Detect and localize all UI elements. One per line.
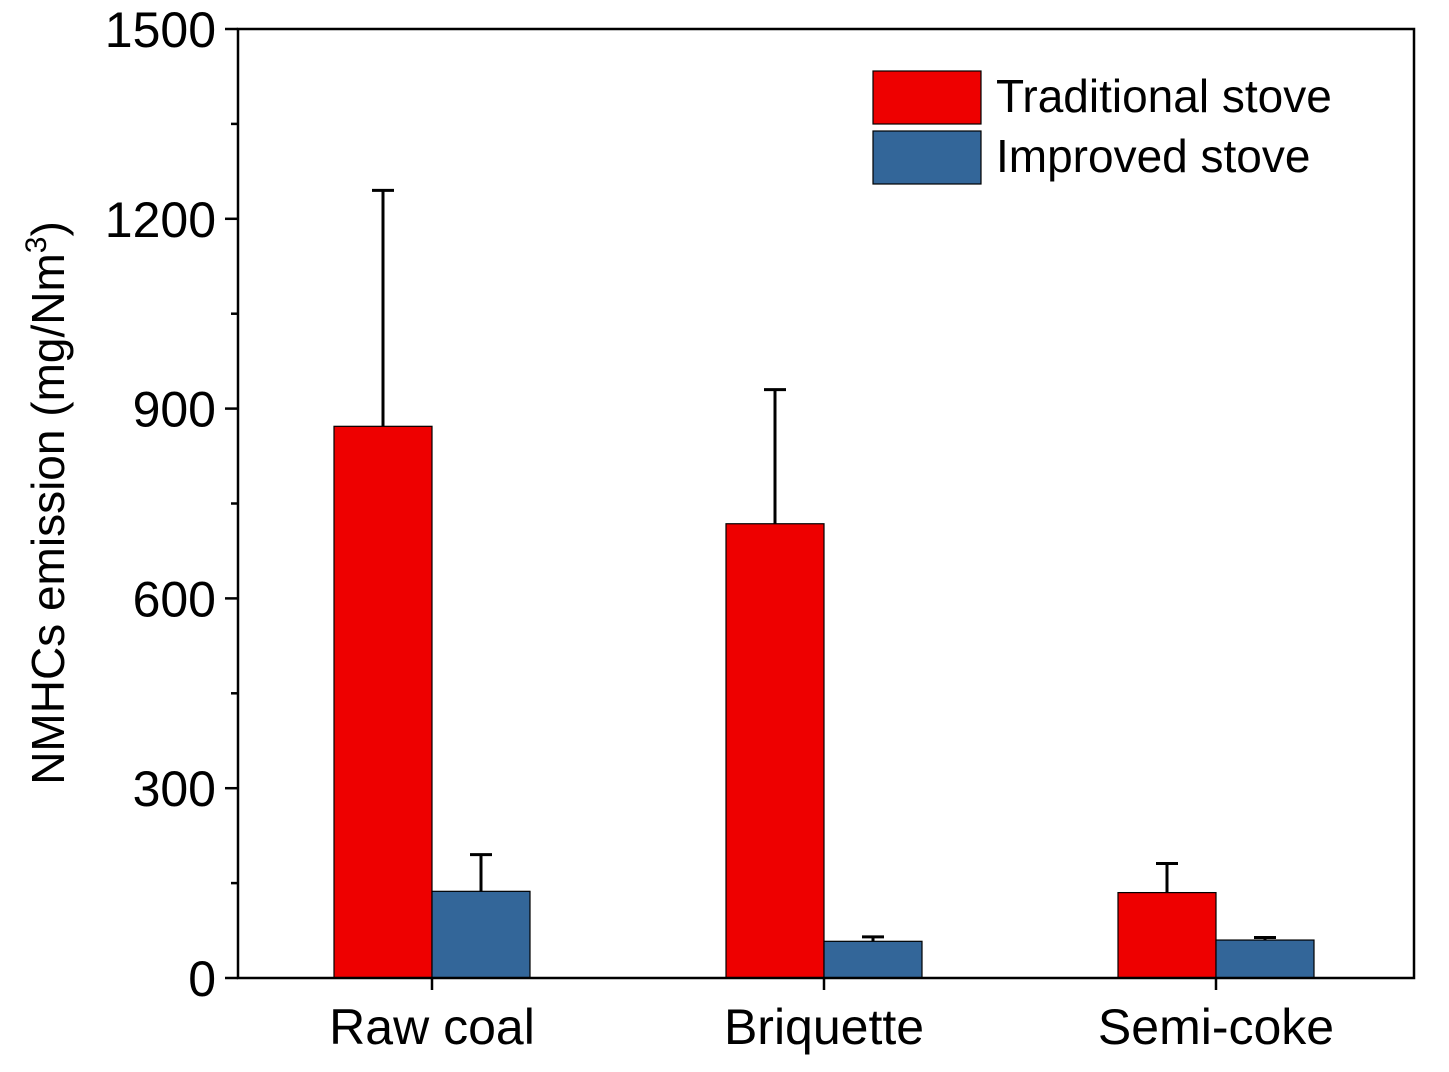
legend-swatch-improved-stove (872, 130, 982, 185)
y-tick-label: 1500 (105, 2, 216, 58)
bar-improved-stove-briquette (823, 940, 923, 979)
x-tick-label-raw-coal: Raw coal (329, 999, 535, 1055)
bars-layer (333, 425, 1315, 979)
x-axis: Raw coal Briquette Semi-coke (329, 978, 1334, 1055)
bar-traditional-stove-briquette (725, 523, 825, 979)
y-tick-label: 1200 (105, 192, 216, 248)
bar-improved-stove-semi-coke (1215, 939, 1315, 979)
legend: Traditional stove Improved stove (872, 70, 1332, 185)
error-bars-layer (372, 188, 1276, 942)
bar-traditional-stove-raw-coal (333, 425, 433, 979)
legend-swatch-traditional-stove (872, 70, 982, 125)
x-tick-label-briquette: Briquette (724, 999, 924, 1055)
y-tick-label: 0 (188, 951, 216, 1007)
bar-traditional-stove-semi-coke (1117, 891, 1217, 979)
y-axis-title: NMHCs emission (mg/Nm3) (20, 221, 74, 785)
y-tick-label: 300 (133, 761, 216, 817)
y-tick-label: 600 (133, 571, 216, 627)
bar-improved-stove-raw-coal (431, 890, 531, 979)
y-tick-label: 900 (133, 382, 216, 438)
y-axis: 0 300 600 900 1200 1500 (105, 2, 238, 1007)
x-tick-label-semi-coke: Semi-coke (1098, 999, 1334, 1055)
legend-label-improved-stove: Improved stove (996, 130, 1310, 182)
legend-label-traditional-stove: Traditional stove (996, 70, 1332, 122)
